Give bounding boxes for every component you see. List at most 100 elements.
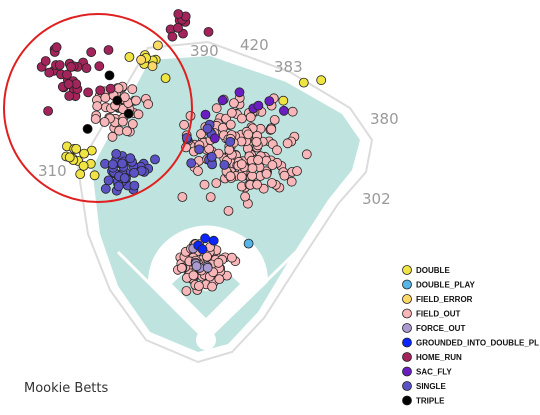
point-single	[113, 181, 124, 192]
point-single	[202, 123, 213, 134]
point-home-run	[62, 69, 72, 80]
point-field-out	[247, 163, 258, 174]
point-triple	[104, 70, 115, 81]
point-home-run	[83, 87, 93, 98]
point-field-out	[177, 192, 188, 202]
point-grounded-into-double-pl	[197, 244, 208, 255]
legend-marker-home-run	[402, 352, 412, 362]
legend-label-field-out: FIELD_OUT	[416, 310, 461, 319]
point-triple	[112, 95, 123, 106]
point-field-out	[282, 138, 293, 149]
legend-label-field-error: FIELD_ERROR	[416, 295, 473, 304]
point-field-out	[269, 115, 280, 125]
legend-marker-double	[402, 265, 412, 275]
point-field-out	[211, 103, 222, 114]
legend-marker-double-play	[402, 279, 412, 290]
point-field-out	[92, 101, 103, 111]
point-single	[219, 159, 230, 170]
point-field-out	[292, 166, 302, 176]
point-field-out	[253, 155, 264, 165]
point-field-out	[236, 159, 247, 170]
distance-380: 380	[370, 110, 399, 128]
point-field-out	[267, 160, 278, 171]
legend-marker-grounded-into-double-pl	[402, 337, 412, 348]
point-double	[298, 77, 309, 88]
point-home-run	[40, 56, 51, 66]
point-grounded-into-double-pl	[208, 235, 219, 246]
point-double	[79, 148, 89, 159]
point-field-out	[261, 168, 272, 179]
distance-390: 390	[190, 42, 219, 60]
point-field-out	[122, 126, 132, 137]
point-double	[71, 143, 82, 154]
point-home-run	[103, 45, 114, 55]
point-field-out	[214, 274, 225, 285]
legend-label-single: SINGLE	[416, 382, 446, 391]
point-single	[100, 183, 111, 194]
point-field-out	[226, 107, 237, 118]
point-home-run	[203, 26, 214, 37]
point-grounded-into-double-pl	[200, 233, 211, 244]
point-field-out	[236, 171, 247, 182]
legend-label-triple: TRIPLE	[416, 397, 445, 406]
point-field-error	[136, 54, 147, 65]
point-sac-fly	[200, 109, 211, 120]
point-single	[125, 153, 136, 164]
point-field-out	[287, 106, 298, 117]
point-single	[119, 173, 130, 184]
point-field-out	[240, 191, 251, 202]
point-single	[129, 167, 140, 178]
point-home-run	[95, 85, 106, 96]
point-home-run	[44, 67, 55, 78]
point-field-out	[181, 286, 192, 296]
point-field-out	[272, 145, 282, 156]
point-home-run	[167, 31, 178, 42]
point-field-out	[202, 251, 212, 262]
legend-marker-field-error	[402, 294, 412, 304]
point-field-out	[266, 124, 277, 135]
legend-label-double-play: DOUBLE_PLAY	[416, 281, 475, 290]
point-field-out	[199, 179, 210, 190]
point-field-out	[196, 129, 206, 139]
point-double	[316, 75, 327, 86]
point-field-out	[225, 171, 236, 182]
point-single	[108, 159, 118, 170]
point-field-out	[251, 136, 262, 147]
point-double	[89, 170, 100, 181]
point-home-run	[51, 42, 62, 53]
point-field-out	[243, 129, 254, 140]
point-home-run	[94, 61, 105, 72]
legend-label-sac-fly: SAC_FLY	[416, 368, 452, 377]
legend-marker-field-out	[402, 308, 412, 319]
legend-label-force-out: FORCE_OUT	[416, 324, 465, 333]
player-name-caption: Mookie Betts	[24, 381, 109, 396]
foul-line-left	[116, 250, 208, 342]
point-sac-fly	[234, 87, 245, 98]
point-force-out	[202, 262, 213, 273]
point-field-out	[228, 98, 239, 108]
point-field-out	[127, 84, 138, 95]
point-field-out	[225, 119, 236, 130]
point-field-out	[179, 119, 190, 130]
point-field-out	[205, 192, 216, 203]
point-double	[78, 160, 89, 171]
outer-wall	[76, 40, 374, 364]
point-field-out	[211, 178, 222, 189]
distance-383: 383	[274, 58, 303, 76]
point-home-run	[105, 83, 116, 94]
point-field-error	[147, 61, 158, 72]
point-sac-fly	[264, 96, 275, 106]
point-single	[117, 158, 128, 169]
point-field-out	[143, 99, 154, 110]
point-field-out	[99, 117, 110, 127]
point-field-out	[301, 149, 312, 160]
point-field-out	[224, 144, 235, 155]
point-single	[111, 148, 122, 159]
annotation-circle	[3, 13, 193, 203]
point-single	[225, 136, 236, 147]
point-sac-fly	[217, 95, 228, 106]
point-field-out	[107, 131, 118, 142]
point-double	[160, 73, 171, 83]
point-double	[64, 152, 75, 163]
